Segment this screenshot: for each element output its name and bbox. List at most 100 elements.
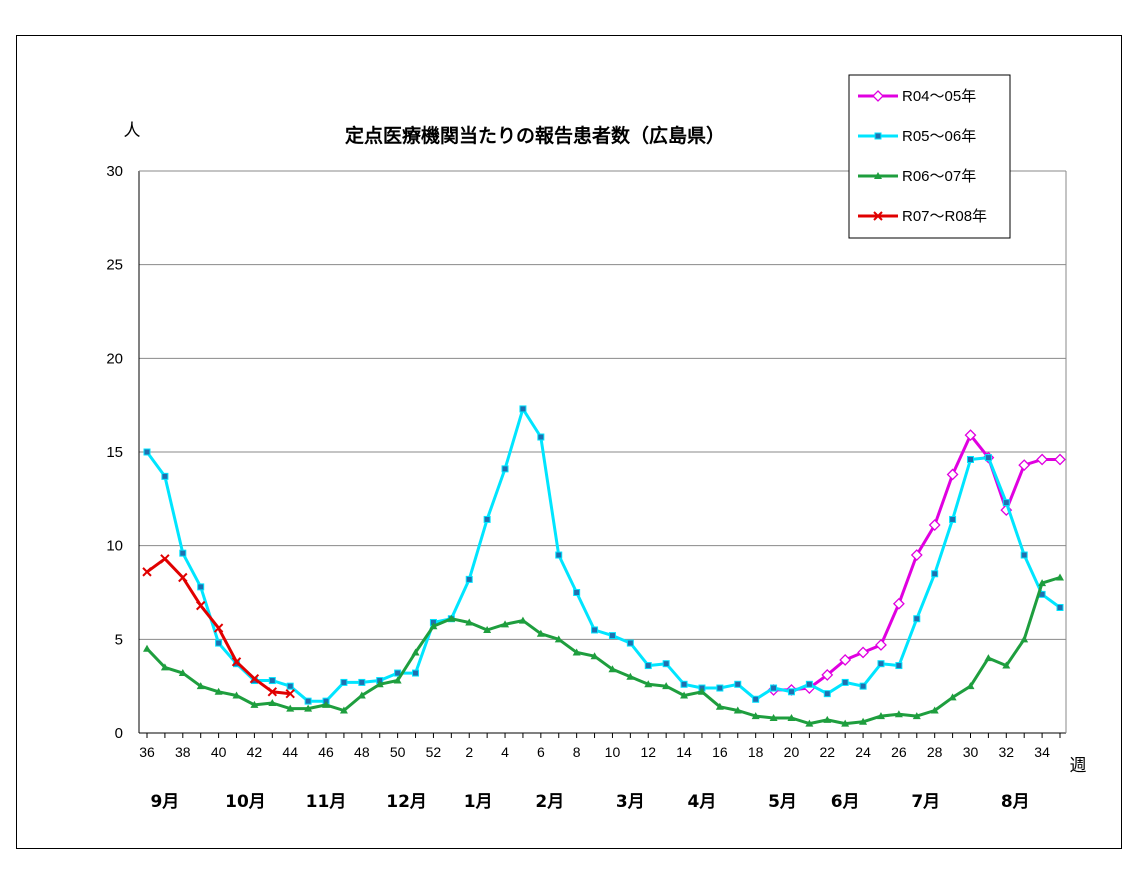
- data-point: [841, 719, 850, 727]
- x-tick-label: 34: [1034, 744, 1050, 760]
- data-point: [447, 614, 456, 622]
- data-point: [304, 697, 312, 705]
- data-point: [179, 549, 187, 557]
- legend-item: R07～R08年: [858, 208, 987, 225]
- month-label: 6月: [831, 792, 860, 812]
- data-point: [213, 623, 224, 633]
- y-tick-label: 25: [106, 257, 123, 274]
- x-tick-label: 50: [390, 744, 406, 760]
- x-tick-label: 10: [605, 744, 621, 760]
- data-point: [143, 448, 151, 456]
- x-tick-label: 48: [354, 744, 370, 760]
- x-tick-label: 30: [963, 744, 979, 760]
- data-point: [429, 622, 438, 630]
- x-tick-label: 14: [676, 744, 692, 760]
- data-point: [143, 644, 151, 652]
- x-axis-unit-label: 週: [1070, 756, 1087, 776]
- month-label: 8月: [1001, 792, 1030, 812]
- data-point: [357, 691, 366, 699]
- data-point: [304, 704, 313, 712]
- data-point: [1018, 459, 1031, 472]
- legend-box: [848, 74, 1011, 239]
- x-tick-label: 16: [712, 744, 728, 760]
- data-point: [483, 625, 492, 633]
- data-point: [1036, 453, 1049, 466]
- data-point: [680, 680, 688, 688]
- data-point: [949, 515, 957, 523]
- data-point: [821, 669, 834, 681]
- data-point: [877, 660, 885, 668]
- gridlines: [139, 170, 1066, 640]
- x-tick-label: 36: [139, 744, 155, 760]
- data-point: [268, 677, 276, 685]
- data-point: [178, 669, 187, 677]
- month-label: 4月: [688, 792, 717, 812]
- data-point: [964, 429, 977, 442]
- legend-label: R06～07年: [902, 168, 976, 185]
- data-point: [752, 695, 760, 703]
- data-point: [1002, 661, 1011, 669]
- x-tick-label: 8: [573, 744, 581, 760]
- x-tick-label: 44: [282, 744, 298, 760]
- data-point: [626, 639, 634, 647]
- data-point: [875, 639, 887, 651]
- x-tick-label: 38: [175, 744, 191, 760]
- month-label: 12月: [386, 792, 427, 812]
- x-tick-label: 6: [537, 744, 545, 760]
- y-tick-label: 30: [106, 163, 123, 180]
- data-point: [715, 702, 724, 710]
- data-point: [411, 648, 420, 656]
- data-point: [931, 570, 939, 578]
- data-point: [873, 211, 883, 221]
- data-point: [734, 680, 742, 688]
- month-label: 7月: [911, 792, 940, 812]
- chart-title: 定点医療機関当たりの報告患者数（広島県）: [345, 124, 725, 147]
- x-tick-label: 18: [748, 744, 764, 760]
- legend-item: R06～07年: [858, 168, 976, 185]
- data-point: [483, 515, 491, 523]
- x-tick-label: 28: [927, 744, 943, 760]
- data-point: [375, 680, 384, 688]
- data-point: [823, 690, 831, 698]
- data-point: [874, 172, 882, 179]
- data-point: [286, 682, 294, 690]
- data-point: [839, 654, 852, 666]
- data-point: [928, 519, 941, 531]
- data-point: [626, 672, 635, 680]
- x-tick-label: 32: [999, 744, 1015, 760]
- data-point: [1056, 573, 1064, 581]
- x-tick-label: 46: [318, 744, 334, 760]
- series-R07～R08年: [142, 554, 295, 699]
- x-tick-label: 52: [426, 744, 442, 760]
- y-axis-unit-label: 人: [124, 121, 141, 141]
- series-R06～07年: [143, 573, 1064, 727]
- data-point: [501, 465, 509, 473]
- x-tick-label: 20: [784, 744, 800, 760]
- month-label: 1月: [464, 792, 493, 812]
- data-point: [876, 712, 885, 720]
- data-point: [859, 717, 868, 725]
- data-point: [393, 676, 402, 684]
- x-tick-label: 22: [819, 744, 835, 760]
- series-line: [145, 576, 1061, 726]
- data-point: [196, 682, 205, 690]
- data-point: [215, 639, 223, 647]
- data-point: [1020, 635, 1029, 643]
- data-point: [285, 688, 295, 699]
- data-point: [1002, 499, 1010, 507]
- x-tick-label: 24: [855, 744, 871, 760]
- data-point: [872, 90, 884, 102]
- data-point: [536, 629, 545, 637]
- data-point: [572, 648, 581, 656]
- data-point: [1054, 453, 1066, 466]
- data-point: [518, 616, 527, 624]
- data-point: [697, 687, 706, 695]
- axes: [138, 170, 1067, 738]
- data-point: [859, 682, 867, 690]
- data-point: [250, 700, 259, 708]
- legend-label: R04～05年: [902, 88, 976, 105]
- data-point: [197, 583, 205, 591]
- data-point: [267, 687, 278, 697]
- data-point: [161, 472, 169, 480]
- data-point: [930, 706, 939, 714]
